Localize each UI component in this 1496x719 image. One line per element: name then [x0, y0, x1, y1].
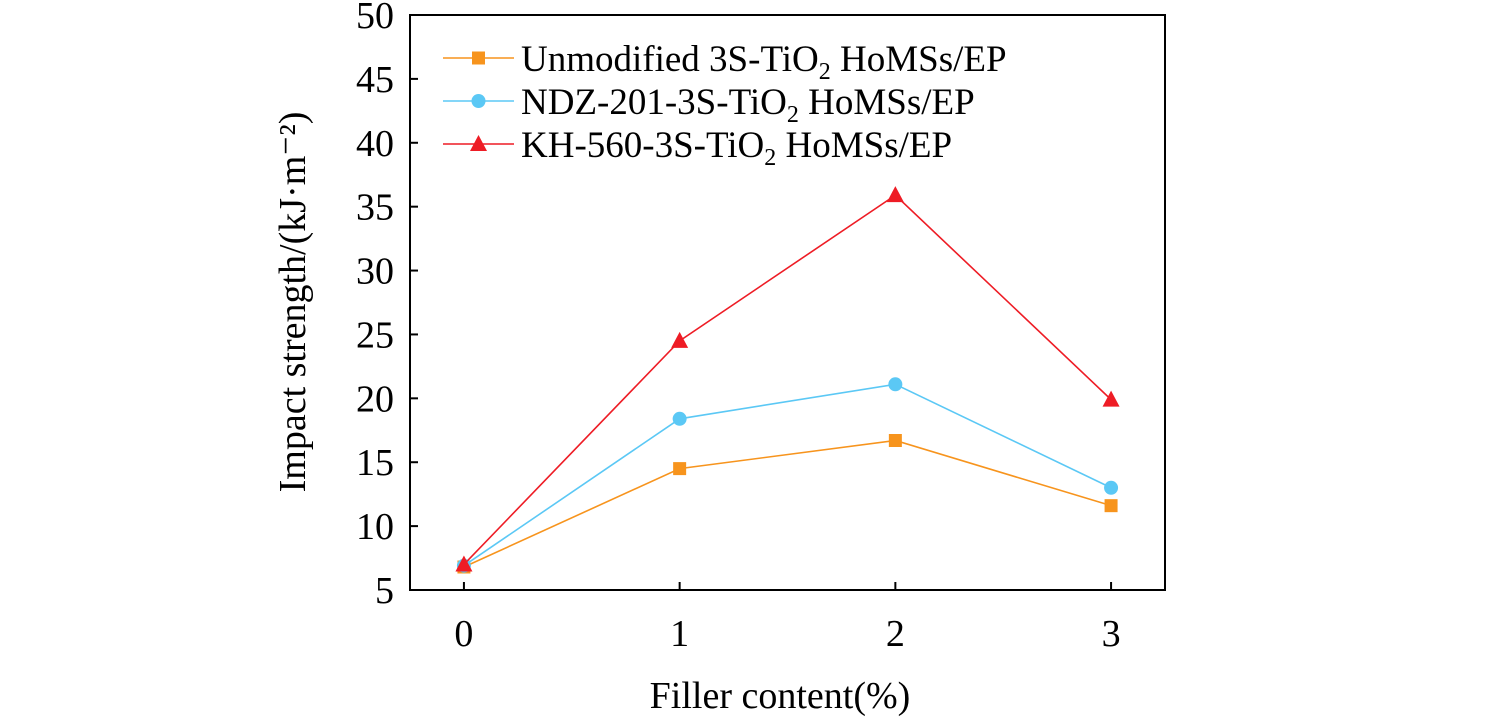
legend-item-3: KH-560-3S-TiO2 HoMSs/EP — [443, 125, 952, 171]
legend-marker — [470, 135, 487, 151]
x-tick-label: 0 — [454, 613, 473, 655]
y-tick-label: 15 — [356, 442, 394, 484]
data-point — [888, 434, 902, 447]
data-point — [671, 331, 689, 348]
legend-label: NDZ-201-3S-TiO2 HoMSs/EP — [521, 82, 975, 128]
series-1 — [457, 434, 1118, 574]
y-tick-label: 5 — [375, 570, 394, 612]
legend-item-1: Unmodified 3S-TiO2 HoMSs/EP — [443, 39, 1007, 85]
legend-label: KH-560-3S-TiO2 HoMSs/EP — [521, 125, 952, 171]
data-point — [1104, 499, 1118, 513]
y-tick-label: 35 — [356, 187, 394, 229]
y-tick-label: 20 — [356, 378, 394, 420]
data-point — [1102, 390, 1120, 407]
data-point — [455, 555, 473, 572]
series-3 — [455, 186, 1120, 572]
y-tick-label: 45 — [356, 59, 394, 101]
data-point — [672, 411, 687, 426]
series-layer — [455, 186, 1120, 574]
y-tick-label: 30 — [356, 251, 394, 293]
series-line — [463, 439, 1112, 568]
y-tick-label: 10 — [356, 506, 394, 548]
y-tick-label: 25 — [356, 314, 394, 356]
y-tick-label: 40 — [356, 123, 394, 165]
series-line — [463, 194, 1112, 565]
y-tick-label: 50 — [356, 0, 394, 37]
x-axis: 0 1 2 3 — [454, 582, 1121, 655]
x-axis-title: Filler content(%) — [650, 675, 911, 717]
x-tick-label: 3 — [1102, 613, 1121, 655]
legend: Unmodified 3S-TiO2 HoMSs/EPNDZ-201-3S-Ti… — [443, 39, 1007, 171]
data-point — [886, 186, 904, 203]
y-axis-title: Impact strength/(kJ·m⁻²) — [272, 112, 314, 493]
legend-item-2: NDZ-201-3S-TiO2 HoMSs/EP — [443, 82, 975, 128]
data-point — [673, 462, 687, 476]
y-axis: 5 10 15 20 25 30 35 40 45 50 — [356, 0, 418, 612]
x-tick-label: 1 — [670, 613, 689, 655]
x-tick-label: 2 — [886, 613, 905, 655]
series-2 — [456, 377, 1119, 573]
plot-frame — [409, 14, 1166, 591]
data-point — [1104, 480, 1119, 495]
data-point — [888, 377, 903, 392]
legend-marker — [471, 94, 486, 108]
legend-marker — [472, 51, 485, 65]
series-line — [463, 383, 1112, 567]
legend-label: Unmodified 3S-TiO2 HoMSs/EP — [521, 39, 1007, 85]
